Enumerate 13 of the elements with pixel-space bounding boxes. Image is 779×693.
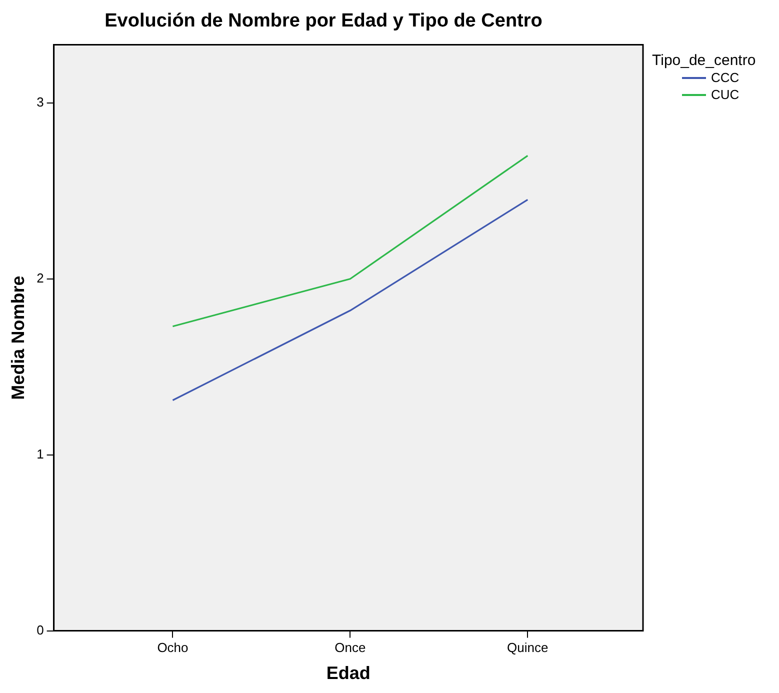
x-tick-label: Ocho xyxy=(157,640,188,656)
legend-label: CCC xyxy=(711,69,740,86)
x-axis-title: Edad xyxy=(326,663,370,684)
y-tick-label: 1 xyxy=(36,446,44,462)
x-tick-label: Once xyxy=(334,640,366,656)
y-axis-title: Media Nombre xyxy=(8,276,28,400)
chart-title: Evolución de Nombre por Edad y Tipo de Centro xyxy=(104,10,542,32)
y-tick-label: 0 xyxy=(36,622,44,638)
legend-title: Tipo_de_centro xyxy=(652,52,756,69)
y-tick-label: 2 xyxy=(36,270,44,286)
y-tick-label: 3 xyxy=(36,94,44,110)
x-tick-label: Quince xyxy=(507,640,548,656)
legend-label: CUC xyxy=(711,86,740,103)
